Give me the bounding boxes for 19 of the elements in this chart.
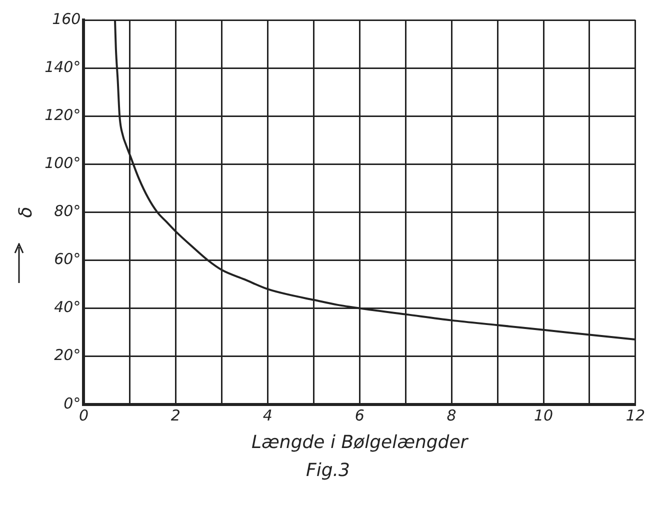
x-tick-label: 4 bbox=[262, 406, 272, 424]
y-tick-label: 120° bbox=[44, 106, 81, 124]
x-tick-label: 12 bbox=[626, 406, 646, 424]
y-axis-title: δ bbox=[15, 206, 36, 218]
y-tick-label: 160 bbox=[52, 10, 81, 28]
x-tick-label: 8 bbox=[446, 406, 456, 424]
x-tick-label: 0 bbox=[78, 406, 89, 424]
y-tick-label: 80° bbox=[54, 202, 81, 220]
y-tick-label: 0° bbox=[64, 394, 81, 412]
caption: Fig.3 bbox=[305, 460, 351, 481]
x-axis-title: Længde i Bølgelængder bbox=[251, 432, 470, 453]
x-tick-label: 2 bbox=[170, 406, 180, 424]
y-tick-label: 20° bbox=[54, 346, 81, 364]
y-tick-label: 60° bbox=[54, 250, 81, 268]
y-tick-label: 40° bbox=[54, 298, 81, 316]
y-tick-label: 140° bbox=[44, 58, 81, 76]
x-tick-label: 10 bbox=[534, 406, 554, 424]
y-tick-label: 100° bbox=[44, 154, 81, 172]
x-tick-label: 6 bbox=[354, 406, 364, 424]
